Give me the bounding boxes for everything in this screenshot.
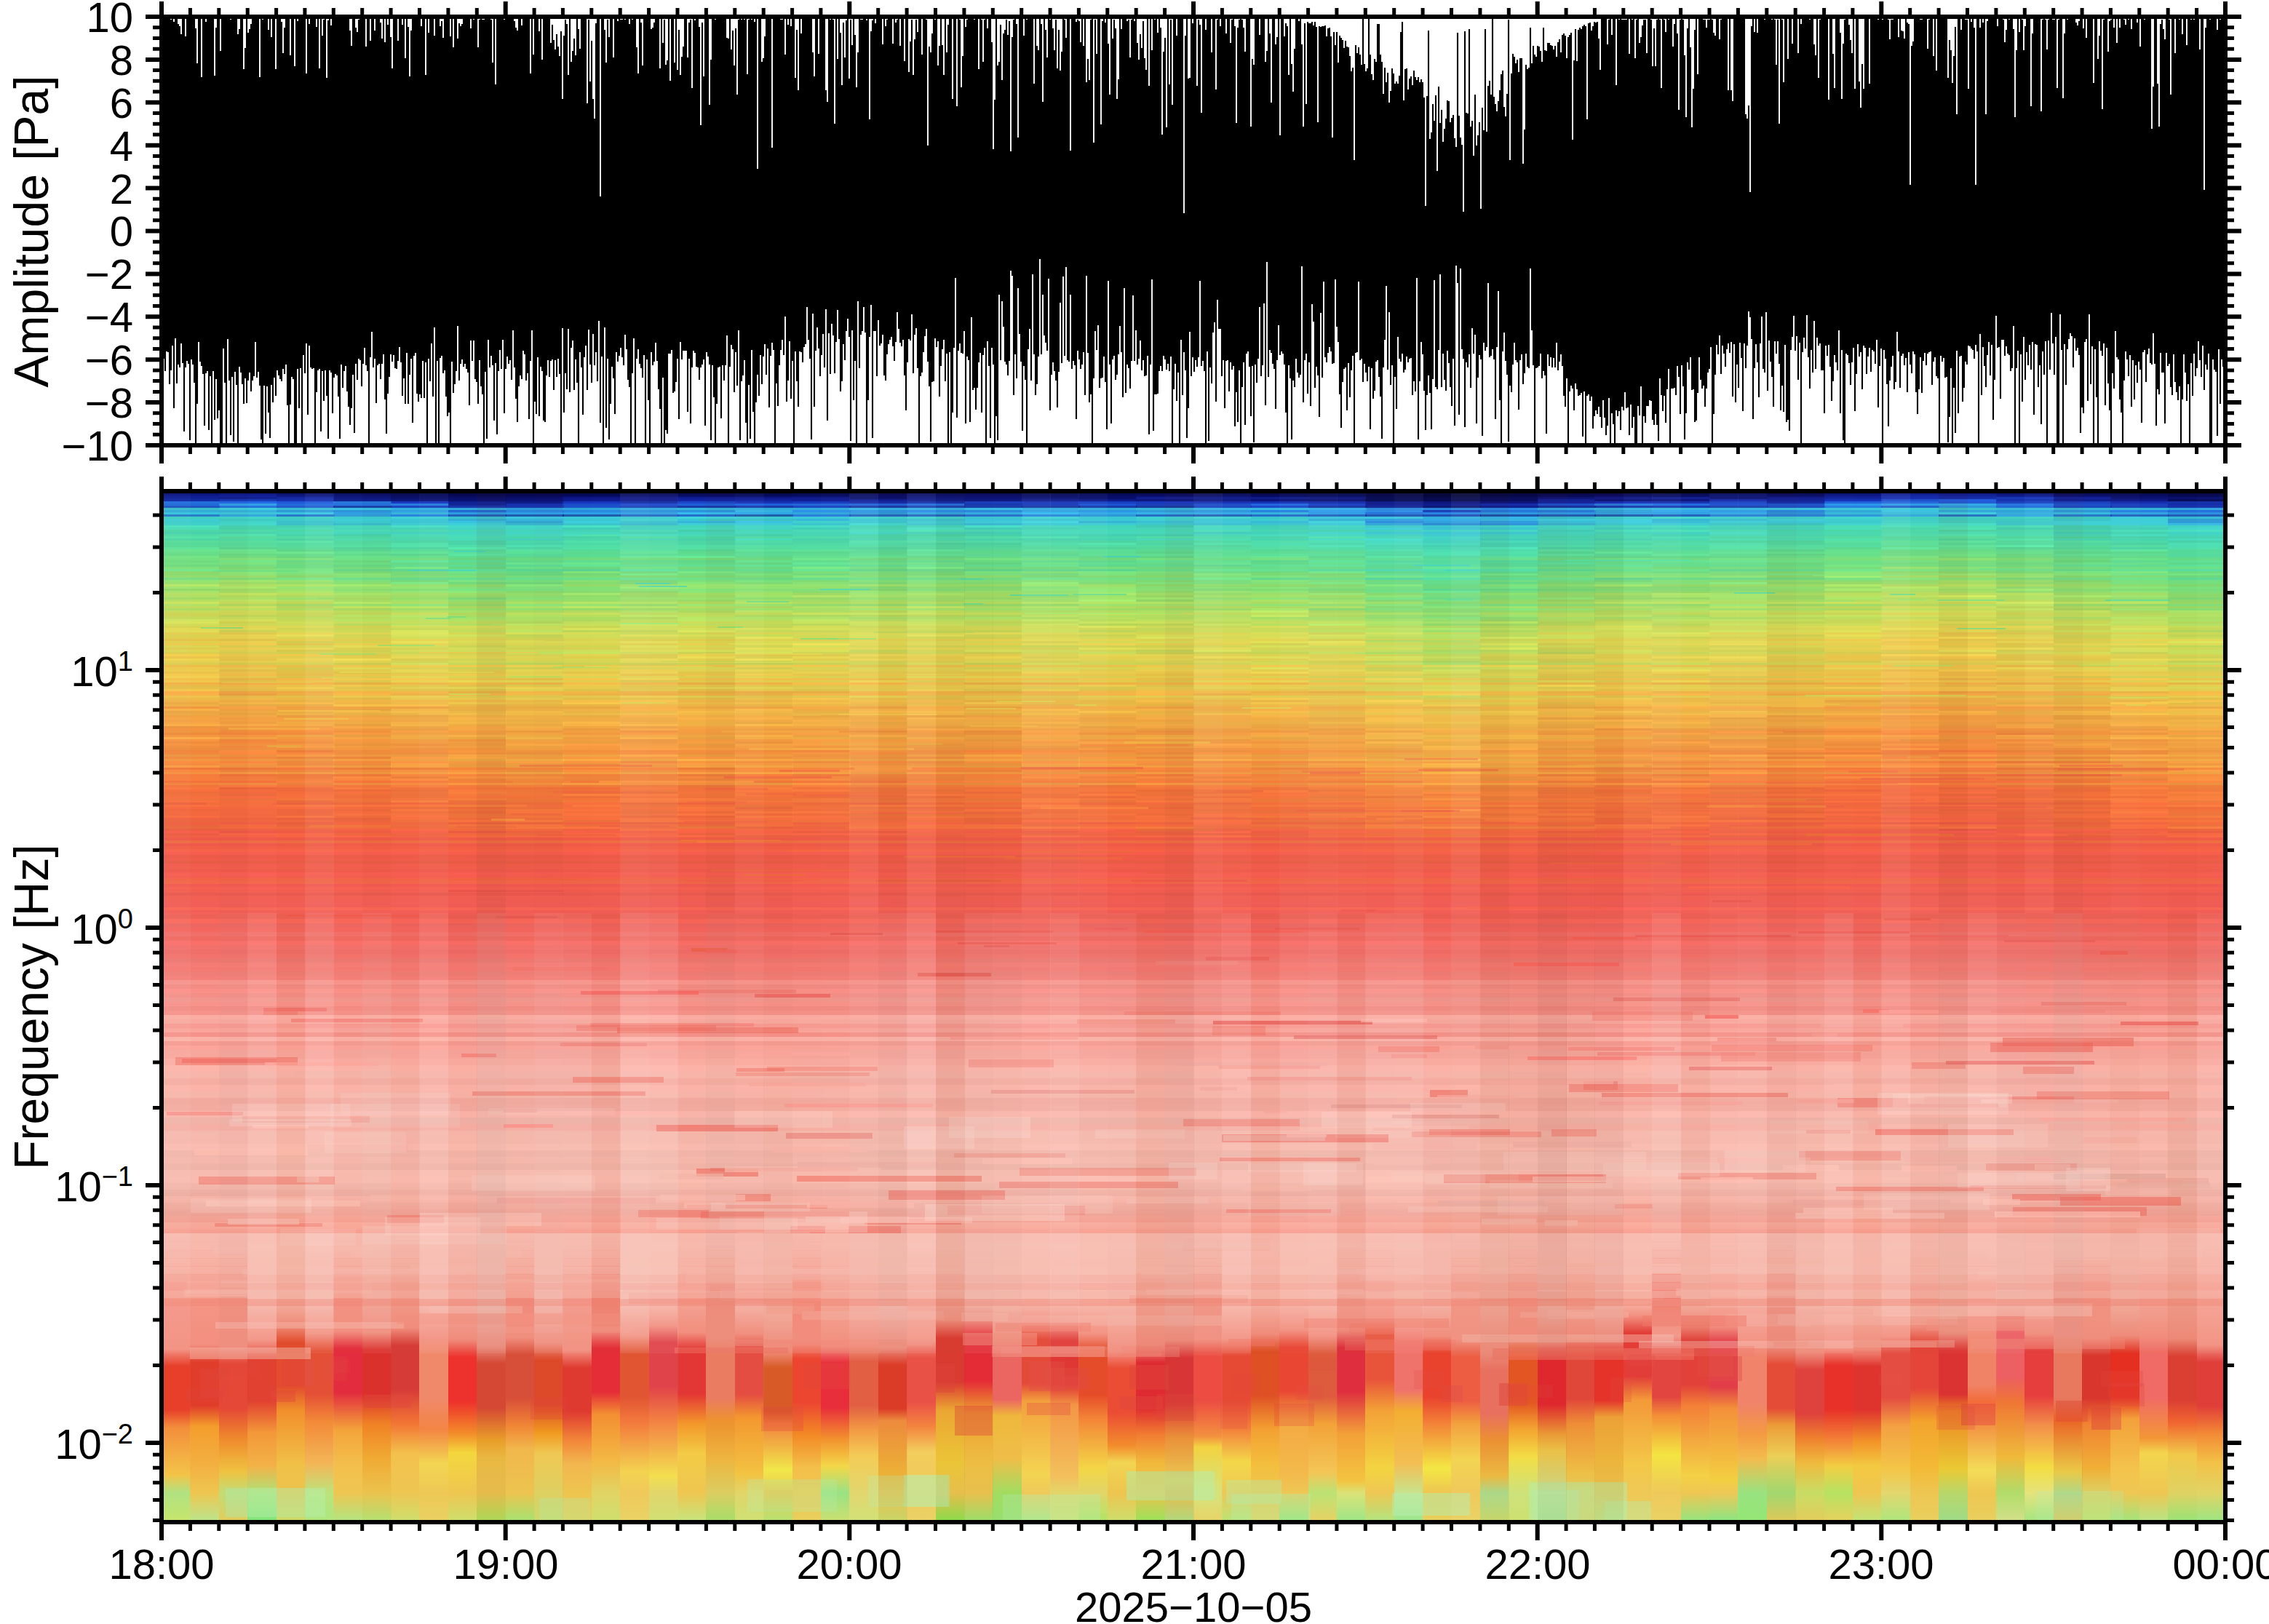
svg-text:6: 6	[110, 79, 133, 127]
svg-text:19:00: 19:00	[453, 1540, 558, 1588]
svg-text:−8: −8	[85, 379, 133, 426]
svg-text:8: 8	[110, 36, 133, 84]
svg-text:−10: −10	[62, 422, 133, 469]
svg-text:Amplitude [Pa]: Amplitude [Pa]	[4, 75, 58, 387]
svg-text:23:00: 23:00	[1828, 1540, 1934, 1588]
svg-text:18:00: 18:00	[108, 1540, 214, 1588]
svg-text:0: 0	[110, 207, 133, 255]
svg-text:21:00: 21:00	[1140, 1540, 1246, 1588]
svg-text:00:00: 00:00	[2172, 1540, 2269, 1588]
svg-text:22:00: 22:00	[1485, 1540, 1590, 1588]
svg-text:Frequency [Hz]: Frequency [Hz]	[4, 844, 58, 1170]
svg-text:2025−10−05: 2025−10−05	[1075, 1583, 1312, 1624]
svg-text:10: 10	[86, 0, 133, 41]
svg-text:20:00: 20:00	[796, 1540, 902, 1588]
svg-text:−6: −6	[85, 336, 133, 383]
svg-text:−4: −4	[85, 293, 133, 341]
svg-text:−2: −2	[85, 250, 133, 298]
svg-text:4: 4	[110, 122, 133, 170]
svg-text:2: 2	[110, 165, 133, 212]
